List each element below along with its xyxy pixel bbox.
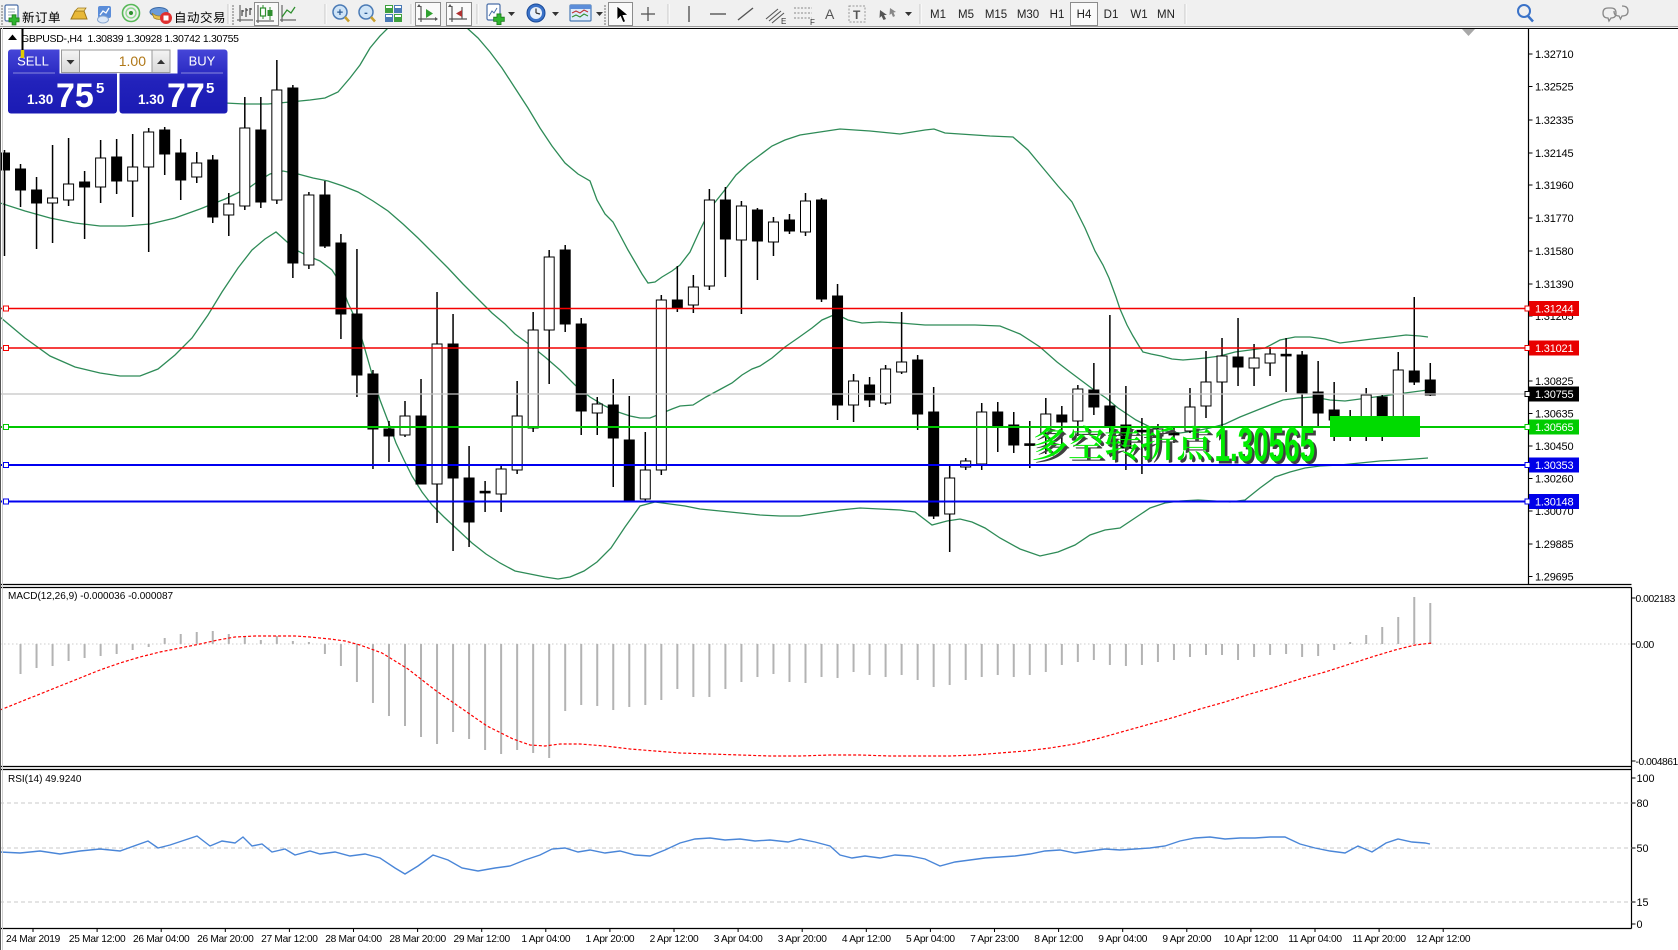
- svg-text:28 Mar 20:00: 28 Mar 20:00: [389, 934, 446, 945]
- svg-text:1.32335: 1.32335: [1535, 115, 1573, 127]
- svg-text:1.32525: 1.32525: [1535, 82, 1573, 94]
- svg-text:M30: M30: [1017, 9, 1039, 21]
- svg-text:1.31390: 1.31390: [1535, 279, 1573, 291]
- svg-text:3 Apr 20:00: 3 Apr 20:00: [778, 934, 827, 945]
- svg-text:1.30148: 1.30148: [1535, 497, 1573, 509]
- svg-text:15: 15: [1637, 897, 1649, 909]
- svg-text:T: T: [853, 8, 861, 22]
- svg-text:1.30565: 1.30565: [1215, 418, 1316, 472]
- svg-text:1.30450: 1.30450: [1535, 441, 1573, 453]
- svg-text:1.30635: 1.30635: [1535, 409, 1573, 421]
- svg-text:GBPUSD-,H4 1.30839 1.30928 1.: GBPUSD-,H4 1.30839 1.30928 1.30742 1.307…: [21, 33, 239, 45]
- svg-text:11 Apr 04:00: 11 Apr 04:00: [1288, 934, 1342, 945]
- svg-text:SELL: SELL: [17, 54, 49, 69]
- svg-text:12 Apr 12:00: 12 Apr 12:00: [1416, 934, 1471, 945]
- svg-text:1.31021: 1.31021: [1535, 343, 1573, 355]
- svg-text:1.30755: 1.30755: [1535, 389, 1573, 401]
- svg-text:1.29695: 1.29695: [1535, 572, 1573, 584]
- svg-text:0.002183: 0.002183: [1636, 594, 1676, 605]
- svg-text:1.30: 1.30: [138, 92, 164, 107]
- svg-text:24 Mar 2019: 24 Mar 2019: [6, 934, 61, 945]
- svg-text:+: +: [337, 7, 343, 19]
- svg-text:1.30825: 1.30825: [1535, 376, 1573, 388]
- svg-text:75: 75: [56, 77, 94, 115]
- svg-text:50: 50: [1637, 843, 1649, 855]
- svg-text:1.32145: 1.32145: [1535, 148, 1573, 160]
- svg-text:5: 5: [206, 80, 214, 97]
- svg-text:27 Mar 12:00: 27 Mar 12:00: [261, 934, 318, 945]
- svg-text:RSI(14) 49.9240: RSI(14) 49.9240: [8, 774, 82, 785]
- svg-text:1.29885: 1.29885: [1535, 539, 1573, 551]
- svg-text:7 Apr 23:00: 7 Apr 23:00: [970, 934, 1019, 945]
- svg-text:26 Mar 04:00: 26 Mar 04:00: [133, 934, 190, 945]
- svg-text:1.31960: 1.31960: [1535, 180, 1573, 192]
- svg-text:11 Apr 20:00: 11 Apr 20:00: [1352, 934, 1406, 945]
- svg-text:4 Apr 12:00: 4 Apr 12:00: [842, 934, 891, 945]
- svg-text:E: E: [781, 17, 786, 26]
- svg-text:W1: W1: [1130, 9, 1147, 21]
- svg-text:1.30260: 1.30260: [1535, 474, 1573, 486]
- svg-text:26 Mar 20:00: 26 Mar 20:00: [197, 934, 254, 945]
- svg-text:H1: H1: [1050, 9, 1065, 21]
- svg-text:M1: M1: [930, 9, 946, 21]
- svg-text:1.32710: 1.32710: [1535, 49, 1573, 61]
- svg-text:80: 80: [1637, 798, 1649, 810]
- svg-text:1 Apr 20:00: 1 Apr 20:00: [585, 934, 634, 945]
- svg-text:-: -: [364, 7, 368, 19]
- svg-text:1.31244: 1.31244: [1535, 304, 1573, 316]
- svg-text:77: 77: [167, 77, 205, 115]
- svg-text:D1: D1: [1104, 9, 1119, 21]
- svg-text:1.31580: 1.31580: [1535, 246, 1573, 258]
- svg-text:M15: M15: [985, 9, 1007, 21]
- svg-text:1.30353: 1.30353: [1535, 460, 1573, 472]
- svg-text:1.31770: 1.31770: [1535, 213, 1573, 225]
- svg-text:M5: M5: [958, 9, 974, 21]
- svg-text:1.00: 1.00: [119, 53, 146, 69]
- svg-text:BUY: BUY: [189, 54, 216, 69]
- svg-text:8 Apr 12:00: 8 Apr 12:00: [1034, 934, 1083, 945]
- svg-text:3 Apr 04:00: 3 Apr 04:00: [714, 934, 763, 945]
- svg-text:MN: MN: [1157, 9, 1175, 21]
- svg-text:0.00: 0.00: [1636, 640, 1655, 651]
- svg-text:2 Apr 12:00: 2 Apr 12:00: [650, 934, 699, 945]
- svg-text:0: 0: [1637, 919, 1643, 931]
- svg-text:F: F: [810, 18, 815, 27]
- svg-text:1.30565: 1.30565: [1217, 421, 1318, 475]
- svg-text:1 Apr 04:00: 1 Apr 04:00: [521, 934, 570, 945]
- svg-text:5 Apr 04:00: 5 Apr 04:00: [906, 934, 955, 945]
- svg-text:-0.004861: -0.004861: [1636, 757, 1678, 768]
- svg-text:1.30565: 1.30565: [1535, 422, 1573, 434]
- svg-text:1.30: 1.30: [27, 92, 53, 107]
- svg-text:5: 5: [96, 80, 104, 97]
- svg-text:25 Mar 12:00: 25 Mar 12:00: [69, 934, 126, 945]
- svg-text:H4: H4: [1077, 9, 1092, 21]
- svg-text:29 Mar 12:00: 29 Mar 12:00: [453, 934, 510, 945]
- svg-text:9 Apr 20:00: 9 Apr 20:00: [1162, 934, 1211, 945]
- svg-text:9 Apr 04:00: 9 Apr 04:00: [1098, 934, 1147, 945]
- svg-text:10 Apr 12:00: 10 Apr 12:00: [1224, 934, 1279, 945]
- svg-text:MACD(12,26,9) -0.000036 -0.000: MACD(12,26,9) -0.000036 -0.000087: [8, 591, 174, 602]
- svg-text:100: 100: [1637, 773, 1655, 785]
- svg-text:A: A: [825, 6, 835, 22]
- svg-text:28 Mar 04:00: 28 Mar 04:00: [325, 934, 382, 945]
